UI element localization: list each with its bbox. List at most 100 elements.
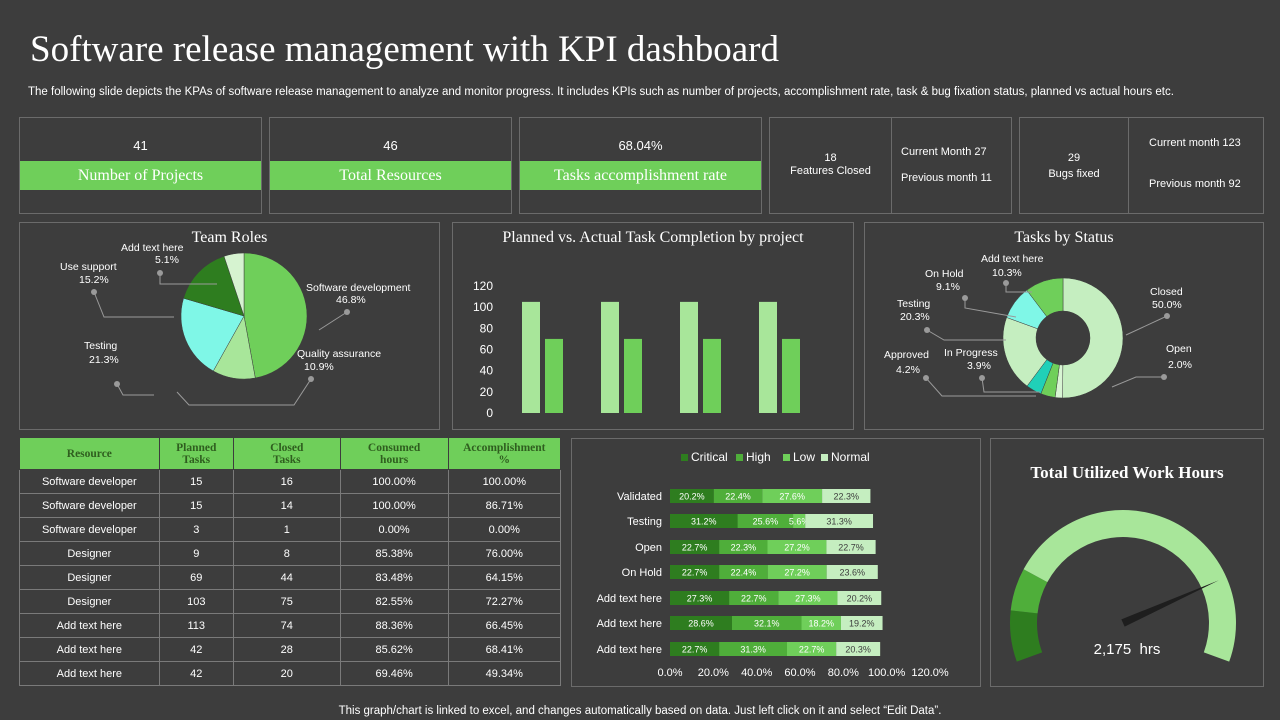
table-header: Planned Tasks — [158, 437, 234, 470]
donut-slice-0 — [1062, 277, 1124, 399]
stack-data-label: 31.3% — [740, 645, 766, 655]
y-tick-label: 60 — [480, 343, 494, 357]
legend-swatch-0 — [681, 454, 688, 461]
table-cell: Software developer — [19, 517, 160, 542]
stack-data-label: 28.6% — [688, 619, 714, 629]
stack-data-label: 25.6% — [753, 517, 779, 527]
legend-swatch-1 — [736, 454, 743, 461]
stack-segment-3-2 — [826, 540, 876, 554]
stack-data-label: 27.2% — [784, 543, 810, 553]
table-cell: 0.00% — [447, 517, 562, 542]
donut-leader-dot-0 — [1164, 313, 1170, 319]
bugs-divider — [1128, 118, 1129, 213]
pie-leader-dot-4 — [157, 270, 163, 276]
stack-data-label: 20.2% — [847, 594, 873, 604]
table-cell: 72.27% — [447, 589, 562, 614]
pie-leader-dot-2 — [114, 381, 120, 387]
table-cell: 75 — [232, 589, 341, 614]
kpi-accomplishment-label: Tasks accomplishment rate — [520, 161, 761, 190]
bugs-label: Bugs fixed — [1048, 168, 1100, 180]
stack-segment-2-2 — [767, 540, 827, 554]
category-label: On Hold — [622, 567, 662, 579]
table-cell: 76.00% — [447, 541, 562, 566]
donut-leader-line-3 — [925, 377, 1036, 397]
gauge-band-normal — [1023, 510, 1236, 662]
pie-leader-line-2 — [116, 383, 154, 396]
table-cell: Designer — [19, 589, 160, 614]
table-cell: 85.62% — [339, 637, 449, 662]
pie-label: Testing — [84, 340, 117, 352]
donut-value-label: 10.3% — [992, 267, 1022, 279]
x-tick-label: 100.0% — [868, 667, 906, 679]
bugs-value: 29 — [1067, 152, 1081, 164]
stack-segment-1-6 — [719, 642, 787, 656]
pie-leader-line-4 — [159, 273, 217, 285]
table-row: Designer 9 8 85.38% 76.00% — [19, 541, 562, 566]
donut-leader-line-5 — [964, 298, 1017, 318]
features-previous: Previous month 11 — [901, 172, 992, 184]
category-label: Testing — [627, 516, 662, 528]
donut-value-label: 3.9% — [967, 360, 991, 372]
table-cell: 42 — [158, 661, 234, 686]
bar-planned-3 — [759, 301, 777, 413]
stack-data-label: 27.2% — [784, 568, 810, 578]
table-row: Add text here 113 74 88.36% 66.45% — [19, 613, 562, 638]
stack-data-label: 22.7% — [682, 568, 708, 578]
gauge-band-critical — [1010, 610, 1043, 662]
donut-leader-dot-1 — [1161, 374, 1167, 380]
kpi-card-accomplishment: 68.04% Tasks accomplishment rate — [519, 117, 762, 214]
donut-label: Closed — [1150, 286, 1183, 298]
resource-table: Resource Planned Tasks Closed Tasks Cons… — [19, 437, 562, 686]
bugs-previous: Previous month 92 — [1149, 178, 1241, 190]
legend-label: Critical — [691, 450, 728, 464]
donut-slice-6 — [1026, 277, 1064, 317]
pie-slice-4 — [223, 252, 245, 317]
features-value: 18 — [824, 152, 837, 164]
table-cell: 74 — [232, 613, 341, 638]
table-cell: 83.48% — [339, 565, 449, 590]
stack-segment-1-5 — [731, 616, 802, 630]
kpi-card-projects: 41 Number of Projects — [19, 117, 262, 214]
donut-label: Approved — [884, 349, 929, 361]
stack-segment-3-0 — [822, 489, 871, 503]
table-cell: 8 — [232, 541, 341, 566]
stack-data-label: 22.7% — [682, 645, 708, 655]
x-tick-label: 120.0% — [911, 667, 949, 679]
kpi-card-resources: 46 Total Resources — [269, 117, 512, 214]
legend-label: Low — [793, 450, 815, 464]
table-cell: 0.00% — [339, 517, 449, 542]
pie-leader-line-3 — [93, 291, 174, 318]
table-cell: Add text here — [19, 637, 160, 662]
category-label: Add text here — [597, 618, 662, 630]
kpi-card-bugs: 29 Bugs fixed Current month 123 Previous… — [1019, 117, 1264, 214]
pie-leader-dot-1 — [308, 376, 314, 382]
table-cell: 15 — [158, 469, 234, 494]
stack-data-label: 31.2% — [691, 517, 717, 527]
donut-leader-line-2 — [981, 377, 1040, 393]
stack-data-label: 22.4% — [731, 568, 757, 578]
y-tick-label: 40 — [480, 364, 494, 378]
stack-segment-0-0 — [670, 489, 714, 503]
table-cell: Designer — [19, 541, 160, 566]
table-cell: 20 — [232, 661, 341, 686]
pie-label: Quality assurance — [297, 348, 381, 360]
stack-segment-1-3 — [719, 565, 768, 579]
table-cell: 68.41% — [447, 637, 562, 662]
donut-leader-dot-2 — [979, 375, 985, 381]
pie-leader-line-0 — [318, 311, 348, 331]
stack-segment-0-3 — [670, 565, 720, 579]
table-cell: 3 — [158, 517, 234, 542]
work-hours-title: Total Utilized Work Hours — [1030, 463, 1224, 482]
page-title: Software release management with KPI das… — [30, 29, 779, 70]
pie-label: Use support — [60, 261, 117, 273]
kpi-projects-label: Number of Projects — [20, 161, 261, 190]
table-header: Closed Tasks — [232, 437, 341, 470]
pie-leader-line-1 — [176, 378, 312, 406]
planned-actual-title: Planned vs. Actual Task Completion by pr… — [502, 229, 804, 246]
category-label: Open — [635, 542, 662, 554]
donut-leader-dot-4 — [924, 327, 930, 333]
y-tick-label: 20 — [480, 385, 494, 399]
stack-data-label: 22.3% — [833, 492, 859, 502]
stack-segment-0-6 — [670, 642, 720, 656]
